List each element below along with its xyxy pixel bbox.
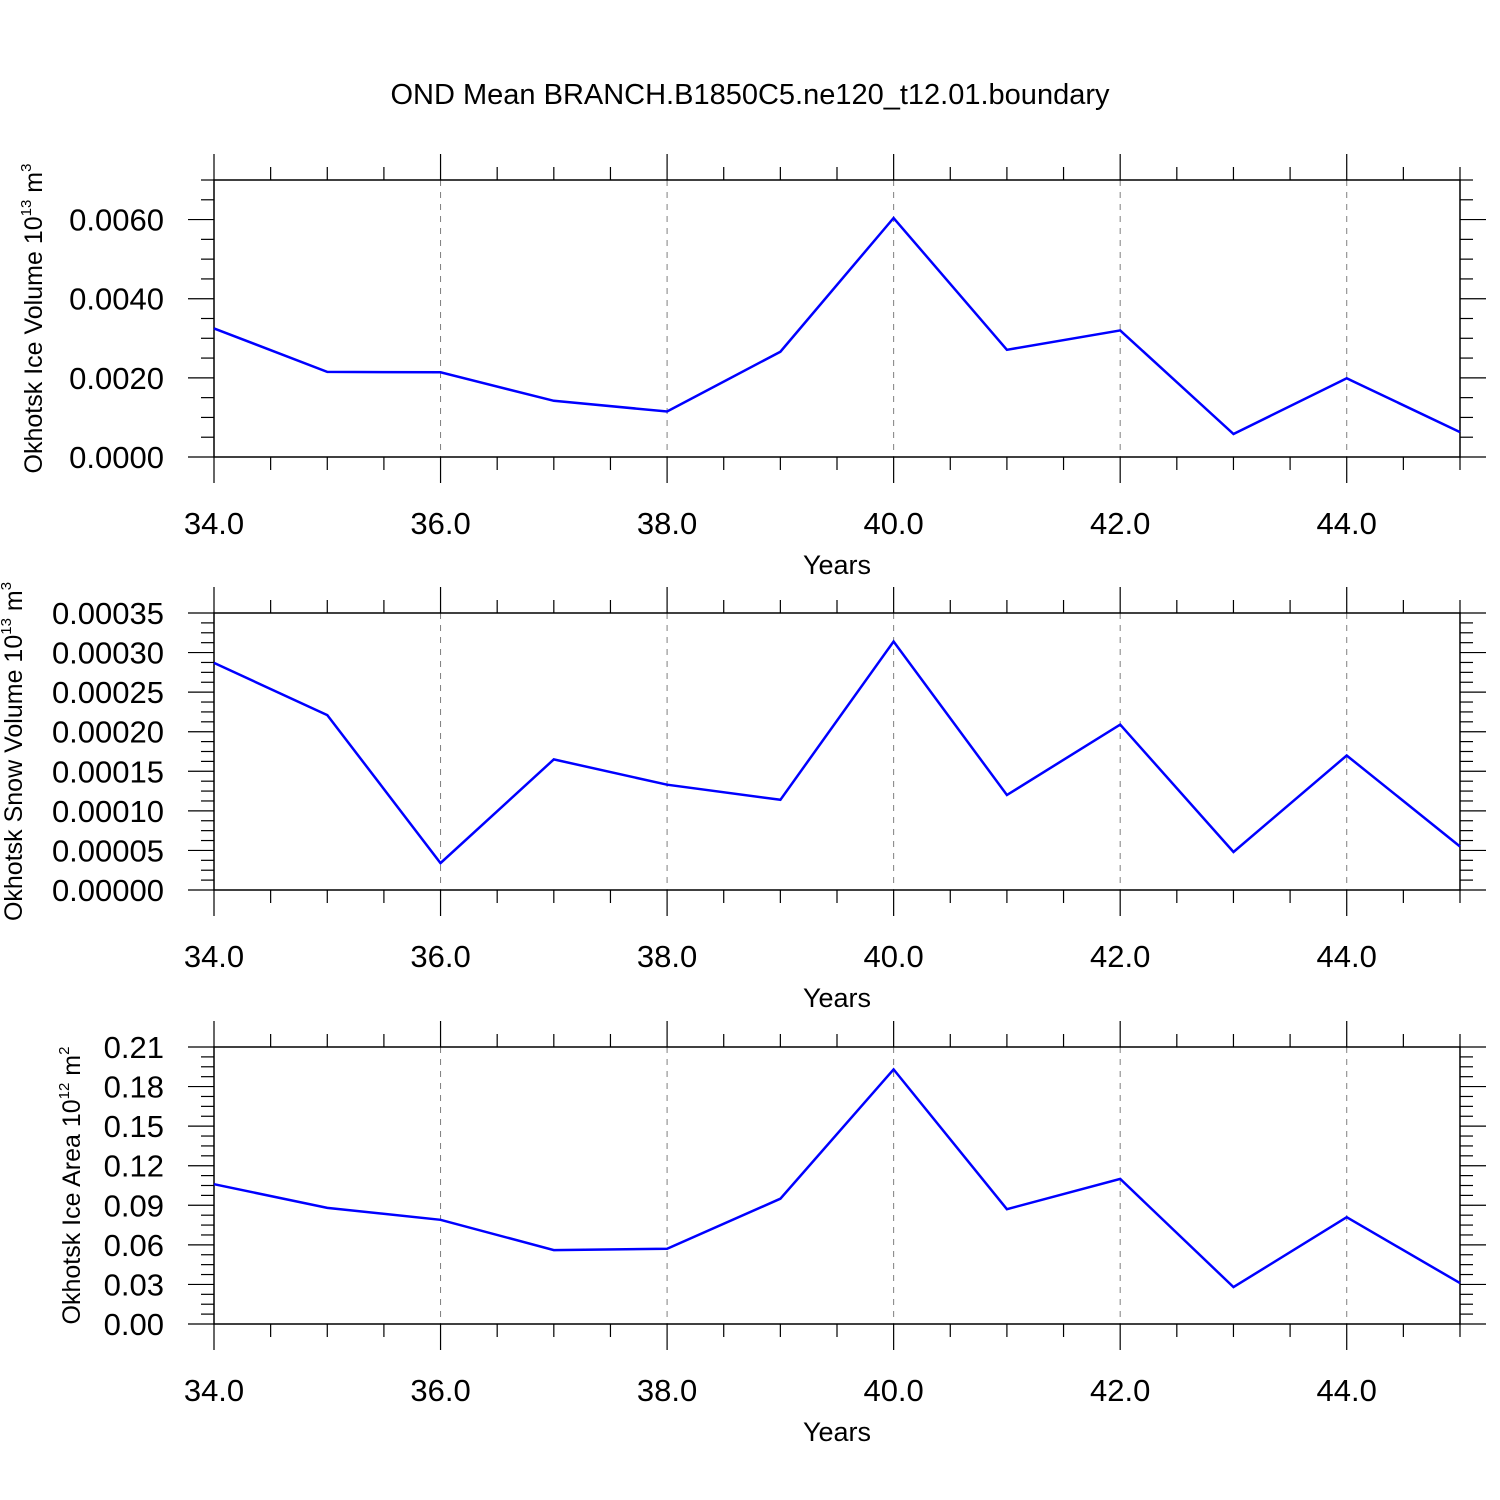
x-tick-label: 34.0 (184, 1373, 244, 1408)
x-tick-label: 38.0 (637, 1373, 697, 1408)
y-tick-label: 0.03 (104, 1267, 164, 1302)
y-tick-label: 0.15 (104, 1109, 164, 1144)
panel-3: 0.00 0.03 0.06 0.09 0.12 0.15 0.18 0.21 34.0 36.0… (56, 1021, 1486, 1447)
x-tick-label: 34.0 (184, 506, 244, 541)
y-tick-label: 0.00025 (52, 675, 164, 710)
x-tick-label: 38.0 (637, 506, 697, 541)
x-axis-label: Years (803, 983, 871, 1013)
y-tick-label: 0.0020 (69, 361, 164, 396)
panels: 0.0000 0.0020 0.0040 0.0060 34.0 36.0 38.0 40.0… (0, 154, 1486, 1447)
y-tick-label: 0.09 (104, 1188, 164, 1223)
y-tick-label: 0.00010 (52, 794, 164, 829)
x-axis-label: Years (803, 1417, 871, 1447)
y-tick-label: 0.0060 (69, 203, 164, 238)
x-tick-label: 42.0 (1090, 939, 1150, 974)
y-tick-label: 0.18 (104, 1070, 164, 1105)
y-tick-label: 0.00020 (52, 715, 164, 750)
x-axis-label: Years (803, 550, 871, 580)
x-tick-label: 44.0 (1317, 506, 1377, 541)
x-tick-label: 38.0 (637, 939, 697, 974)
x-tick-label: 40.0 (863, 939, 923, 974)
y-tick-label: 0.00015 (52, 754, 164, 789)
x-tick-label: 42.0 (1090, 1373, 1150, 1408)
y-tick-label: 0.00 (104, 1307, 164, 1342)
y-tick-label: 0.06 (104, 1228, 164, 1263)
x-tick-label: 44.0 (1317, 939, 1377, 974)
plot-frame (213, 612, 1461, 891)
plot-frame (213, 1046, 1461, 1325)
y-tick-label: 0.12 (104, 1149, 164, 1184)
x-tick-label: 36.0 (410, 1373, 470, 1408)
x-tick-label: 44.0 (1317, 1373, 1377, 1408)
y-tick-label: 0.00005 (52, 833, 164, 868)
x-tick-label: 40.0 (863, 1373, 923, 1408)
chart-title: OND Mean BRANCH.B1850C5.ne120_t12.01.bou… (391, 79, 1110, 111)
y-tick-label: 0.00030 (52, 636, 164, 671)
x-tick-label: 40.0 (863, 506, 923, 541)
y-tick-label: 0.0000 (69, 440, 164, 475)
x-tick-label: 36.0 (410, 939, 470, 974)
y-tick-label: 0.21 (104, 1030, 164, 1065)
x-tick-label: 34.0 (184, 939, 244, 974)
y-tick-label: 0.00035 (52, 596, 164, 631)
series-line (213, 1067, 1461, 1289)
y-axis-label: Okhotsk Ice Volume 1013 m3 (18, 164, 48, 474)
series-line (213, 639, 1461, 865)
y-axis-label: Okhotsk Snow Volume 1013 m3 (0, 582, 28, 921)
series-line (213, 216, 1461, 436)
y-axis-label: Okhotsk Ice Area 1012 m2 (56, 1047, 86, 1325)
x-tick-label: 42.0 (1090, 506, 1150, 541)
panel-1: 0.0000 0.0020 0.0040 0.0060 34.0 36.0 38.0 40.0… (18, 154, 1486, 580)
y-tick-label: 0.0040 (69, 282, 164, 317)
panel-2: 0.00000 0.00005 0.00010 0.00015 0.00020 0.000… (0, 582, 1486, 1013)
x-tick-label: 36.0 (410, 506, 470, 541)
y-tick-label: 0.00000 (52, 873, 164, 908)
